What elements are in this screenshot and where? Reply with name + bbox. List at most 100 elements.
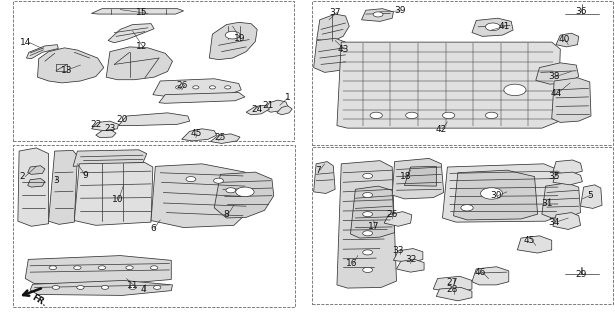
Text: 18: 18 xyxy=(400,172,411,181)
Polygon shape xyxy=(28,166,45,174)
Circle shape xyxy=(192,86,199,89)
Circle shape xyxy=(213,178,223,183)
Circle shape xyxy=(129,285,137,289)
Polygon shape xyxy=(277,106,292,115)
Circle shape xyxy=(373,12,383,17)
Circle shape xyxy=(226,188,236,193)
Text: 39: 39 xyxy=(394,6,405,15)
Circle shape xyxy=(504,84,526,96)
Polygon shape xyxy=(106,47,172,80)
Polygon shape xyxy=(472,18,513,36)
Polygon shape xyxy=(25,256,172,284)
Polygon shape xyxy=(517,236,552,253)
Circle shape xyxy=(74,266,81,270)
Circle shape xyxy=(98,266,106,270)
Polygon shape xyxy=(542,183,581,218)
Circle shape xyxy=(363,173,373,179)
Text: 33: 33 xyxy=(392,246,404,255)
Polygon shape xyxy=(434,276,472,293)
Text: 9: 9 xyxy=(82,171,88,180)
Circle shape xyxy=(154,285,161,289)
Circle shape xyxy=(363,231,373,236)
Text: 43: 43 xyxy=(338,44,349,54)
Circle shape xyxy=(485,112,498,119)
Circle shape xyxy=(225,31,240,39)
Polygon shape xyxy=(108,24,154,43)
Text: 14: 14 xyxy=(20,38,31,47)
Polygon shape xyxy=(18,148,49,226)
Text: 12: 12 xyxy=(136,42,148,52)
Polygon shape xyxy=(314,38,349,72)
Circle shape xyxy=(363,268,373,272)
Circle shape xyxy=(363,212,373,217)
Text: 3: 3 xyxy=(53,176,59,185)
Polygon shape xyxy=(214,172,274,218)
Text: 16: 16 xyxy=(346,259,357,268)
Text: 4: 4 xyxy=(140,284,146,293)
Text: 24: 24 xyxy=(252,105,263,114)
Circle shape xyxy=(209,86,215,89)
Text: 28: 28 xyxy=(446,284,458,293)
Polygon shape xyxy=(314,162,335,194)
Polygon shape xyxy=(362,9,394,21)
Polygon shape xyxy=(453,170,538,220)
Polygon shape xyxy=(73,150,147,166)
Polygon shape xyxy=(317,14,349,42)
Polygon shape xyxy=(181,129,216,141)
Text: 32: 32 xyxy=(405,255,416,264)
Text: 42: 42 xyxy=(435,125,447,134)
Circle shape xyxy=(485,23,500,31)
Text: 27: 27 xyxy=(446,278,458,287)
Polygon shape xyxy=(151,164,253,228)
Text: 40: 40 xyxy=(558,35,569,44)
Polygon shape xyxy=(337,42,560,128)
Text: 36: 36 xyxy=(575,7,586,16)
Polygon shape xyxy=(30,280,172,295)
Circle shape xyxy=(443,112,454,119)
Text: 30: 30 xyxy=(491,191,502,200)
Text: 46: 46 xyxy=(475,268,486,277)
Text: FR.: FR. xyxy=(30,293,48,308)
Circle shape xyxy=(406,112,418,119)
Text: 10: 10 xyxy=(111,195,123,204)
Polygon shape xyxy=(405,166,437,186)
Polygon shape xyxy=(264,100,288,112)
Circle shape xyxy=(363,250,373,255)
Polygon shape xyxy=(397,260,424,272)
Polygon shape xyxy=(384,212,412,226)
Text: 19: 19 xyxy=(234,35,246,44)
Text: 31: 31 xyxy=(541,198,552,207)
Text: 45: 45 xyxy=(190,129,202,138)
Text: 13: 13 xyxy=(62,66,73,75)
Circle shape xyxy=(49,266,57,270)
Polygon shape xyxy=(159,92,245,103)
Polygon shape xyxy=(119,113,189,125)
Polygon shape xyxy=(210,134,240,143)
Text: 21: 21 xyxy=(262,101,273,110)
Polygon shape xyxy=(536,63,579,84)
Polygon shape xyxy=(552,78,591,123)
Circle shape xyxy=(370,112,383,119)
Circle shape xyxy=(363,193,373,197)
Circle shape xyxy=(151,266,158,270)
Polygon shape xyxy=(394,249,423,263)
Text: 37: 37 xyxy=(330,8,341,17)
Text: 41: 41 xyxy=(498,22,510,31)
Polygon shape xyxy=(581,185,602,208)
Text: 26: 26 xyxy=(176,81,188,90)
Polygon shape xyxy=(553,172,582,185)
Polygon shape xyxy=(49,150,77,224)
Circle shape xyxy=(480,188,502,199)
Polygon shape xyxy=(209,22,257,60)
Circle shape xyxy=(52,285,60,289)
Polygon shape xyxy=(553,212,581,229)
Polygon shape xyxy=(472,267,509,285)
Polygon shape xyxy=(153,79,241,96)
Text: 8: 8 xyxy=(224,210,229,219)
Polygon shape xyxy=(92,9,183,14)
Text: 34: 34 xyxy=(549,218,560,227)
Circle shape xyxy=(175,86,181,89)
Polygon shape xyxy=(351,186,395,238)
Circle shape xyxy=(77,285,84,289)
Text: 15: 15 xyxy=(136,8,148,17)
